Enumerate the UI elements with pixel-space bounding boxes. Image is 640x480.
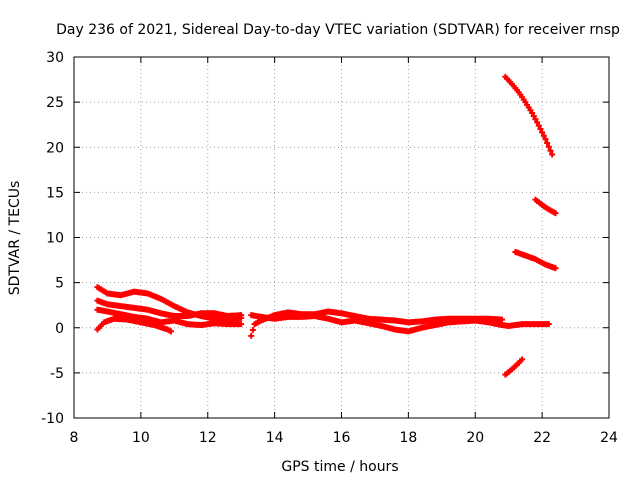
data-point bbox=[530, 113, 537, 120]
y-tick-label: 20 bbox=[46, 140, 64, 156]
data-point bbox=[238, 321, 245, 328]
x-tick-label: 18 bbox=[399, 430, 417, 446]
chart-title: Day 236 of 2021, Sidereal Day-to-day VTE… bbox=[56, 22, 620, 38]
y-tick-label: -5 bbox=[50, 366, 64, 382]
x-tick-label: 20 bbox=[466, 430, 484, 446]
y-tick-label: 10 bbox=[46, 231, 64, 247]
y-tick-label: 15 bbox=[46, 185, 64, 201]
data-point bbox=[532, 116, 539, 123]
data-point bbox=[547, 147, 554, 154]
data-point bbox=[535, 122, 542, 129]
data-point bbox=[542, 136, 549, 143]
series-track-6 bbox=[248, 312, 552, 335]
data-point bbox=[544, 139, 551, 146]
data-point bbox=[552, 265, 559, 272]
plot-frame bbox=[73, 56, 610, 419]
series-track-1 bbox=[94, 284, 245, 323]
data-point bbox=[537, 125, 544, 132]
data-points bbox=[94, 73, 559, 378]
data-point bbox=[534, 119, 541, 126]
data-point bbox=[167, 328, 174, 335]
data-point bbox=[540, 132, 547, 139]
y-tick-label: 5 bbox=[55, 276, 64, 292]
series-track-2 bbox=[94, 297, 245, 320]
x-tick-label: 10 bbox=[132, 430, 150, 446]
series-track-7 bbox=[502, 73, 556, 158]
x-tick-label: 12 bbox=[199, 430, 217, 446]
series-track-4 bbox=[94, 315, 174, 335]
x-tick-label: 8 bbox=[70, 430, 79, 446]
axis-ticks: 8 10 12 14 16 18 20 22 24 -10 -5 0 5 10 15 20 25 30 bbox=[41, 50, 618, 446]
data-point bbox=[549, 151, 556, 158]
data-point bbox=[539, 129, 546, 136]
data-point bbox=[519, 356, 526, 363]
data-point bbox=[552, 210, 559, 217]
y-tick-label: -10 bbox=[41, 411, 64, 427]
data-point bbox=[238, 312, 245, 319]
y-tick-label: 25 bbox=[46, 95, 64, 111]
y-axis-label: SDTVAR / TECUs bbox=[7, 181, 23, 296]
series-track-9 bbox=[512, 248, 559, 272]
x-tick-label: 14 bbox=[266, 430, 284, 446]
y-tick-label: 0 bbox=[55, 321, 64, 337]
x-axis-label: GPS time / hours bbox=[281, 459, 398, 475]
y-tick-label: 30 bbox=[46, 50, 64, 66]
data-point bbox=[499, 316, 505, 323]
data-point bbox=[545, 321, 552, 328]
data-point bbox=[249, 327, 256, 334]
data-point bbox=[529, 109, 536, 116]
series-track-10 bbox=[502, 356, 526, 378]
x-tick-label: 22 bbox=[533, 430, 551, 446]
data-point bbox=[545, 143, 552, 150]
x-tick-label: 16 bbox=[333, 430, 351, 446]
x-tick-label: 24 bbox=[600, 430, 618, 446]
grid bbox=[74, 57, 609, 418]
series-track-8 bbox=[532, 196, 559, 217]
data-point bbox=[248, 332, 255, 339]
